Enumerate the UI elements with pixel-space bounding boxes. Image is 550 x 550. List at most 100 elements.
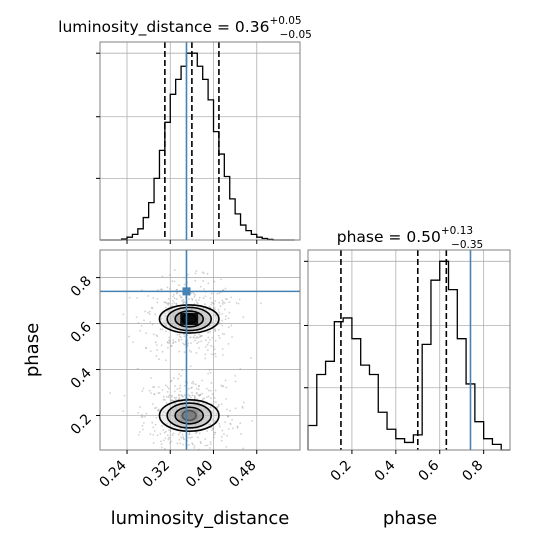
joint-sample-point <box>164 437 167 440</box>
joint-sample-point <box>204 324 207 327</box>
panel-luminosity-distance-histogram: luminosity_distance = 0.36+0.05 −0.05 <box>58 15 312 244</box>
joint-sample-point <box>167 302 169 305</box>
joint-sample-point <box>231 419 233 421</box>
joint-sample-point <box>197 336 200 339</box>
joint-sample-point <box>197 394 200 396</box>
joint-sample-point <box>168 336 171 339</box>
joint-sample-point <box>213 397 216 399</box>
joint-sample-point <box>213 302 215 305</box>
joint-sample-point <box>169 441 171 444</box>
joint-sample-point <box>145 332 148 335</box>
joint-sample-point <box>179 296 182 298</box>
joint-sample-point <box>212 401 215 403</box>
joint-sample-point <box>198 385 200 388</box>
joint-sample-point <box>154 341 157 344</box>
joint-sample-point <box>173 390 176 393</box>
joint-sample-point <box>184 424 187 427</box>
joint-sample-point <box>164 319 167 322</box>
joint-sample-point <box>175 298 178 300</box>
joint-sample-point <box>214 329 217 332</box>
joint-sample-point <box>224 287 227 290</box>
joint-sample-point <box>175 406 177 409</box>
joint-sample-point <box>175 396 178 399</box>
joint-sample-point <box>186 273 189 276</box>
joint-sample-point <box>207 423 210 426</box>
joint-sample-point <box>180 436 183 439</box>
joint-sample-point <box>172 293 175 296</box>
joint-sample-point <box>154 423 157 426</box>
joint-sample-point <box>173 269 176 272</box>
joint-sample-point <box>194 272 197 275</box>
joint-sample-point <box>220 278 222 281</box>
joint-sample-point <box>182 300 184 303</box>
joint-sample-point <box>218 313 221 316</box>
joint-sample-point <box>165 324 167 327</box>
joint-sample-point <box>205 308 208 311</box>
joint-sample-point <box>182 342 184 345</box>
joint-sample-point <box>215 314 217 317</box>
joint-sample-point <box>236 426 239 429</box>
joint-sample-point <box>218 337 221 339</box>
luminosity-distance-title-lower: −0.05 <box>280 29 312 41</box>
joint-sample-point <box>204 438 207 440</box>
joint-sample-point <box>199 335 202 338</box>
joint-sample-point <box>239 368 242 370</box>
joint-sample-point <box>174 402 177 405</box>
joint-sample-point <box>156 297 159 300</box>
joint-sample-point <box>183 438 185 441</box>
joint-sample-point <box>221 348 224 350</box>
joint-sample-point <box>189 365 192 368</box>
joint-sample-point <box>202 322 205 325</box>
joint-sample-point <box>212 353 215 356</box>
joint-sample-point <box>241 407 244 409</box>
joint-sample-point <box>217 403 220 406</box>
joint-sample-point <box>156 349 159 352</box>
joint-sample-point <box>207 389 210 392</box>
joint-sample-point <box>157 409 160 412</box>
joint-sample-point <box>141 424 144 427</box>
joint-sample-point <box>197 422 200 425</box>
joint-sample-point <box>142 428 144 431</box>
joint-sample-point <box>242 316 245 319</box>
joint-sample-point <box>214 420 216 422</box>
joint-sample-point <box>182 435 185 438</box>
joint-sample-point <box>250 356 252 359</box>
joint-sample-point <box>226 298 228 300</box>
joint-sample-point <box>189 308 192 311</box>
joint-sample-point <box>155 406 158 409</box>
joint-sample-point <box>210 322 213 325</box>
joint-sample-point <box>187 436 190 439</box>
joint-sample-point <box>151 403 154 405</box>
joint-sample-point <box>168 416 170 419</box>
luminosity-distance-x-axis-title: luminosity_distance <box>111 508 290 529</box>
joint-sample-point <box>171 302 174 305</box>
joint-sample-point <box>230 324 233 327</box>
joint-sample-point <box>188 394 190 397</box>
joint-sample-point <box>209 441 212 443</box>
joint-sample-point <box>194 383 197 386</box>
joint-sample-point <box>181 299 184 302</box>
joint-sample-point <box>227 415 229 418</box>
joint-sample-point <box>207 341 210 344</box>
joint-sample-point <box>172 409 175 412</box>
joint-sample-point <box>191 386 193 389</box>
joint-sample-point <box>198 296 201 299</box>
joint-sample-point <box>205 387 208 390</box>
joint-sample-point <box>164 323 167 326</box>
joint-sample-point <box>168 394 171 397</box>
joint-sample-point <box>178 335 181 338</box>
joint-sample-point <box>140 416 143 418</box>
joint-sample-point <box>152 386 155 389</box>
joint-sample-point <box>182 308 185 311</box>
phase-hist-xtick-label-2: 0.6 <box>416 457 443 484</box>
joint-sample-point <box>209 297 212 300</box>
joint-sample-point <box>203 288 205 290</box>
joint-sample-point <box>188 298 191 300</box>
joint-sample-point <box>170 399 173 402</box>
joint-sample-point <box>234 407 237 410</box>
joint-sample-point <box>221 302 224 305</box>
joint-sample-point <box>170 379 173 382</box>
joint-sample-point <box>217 334 220 337</box>
joint-sample-point <box>242 401 245 404</box>
